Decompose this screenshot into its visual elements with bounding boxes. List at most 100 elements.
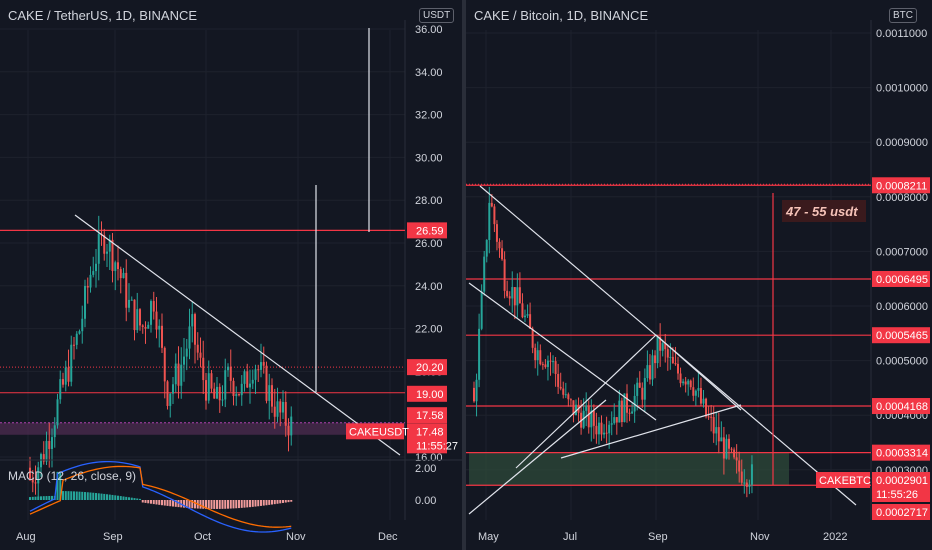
candle-body [534, 347, 537, 361]
price-tag-label: 0.0008211 [876, 180, 927, 192]
candle-body [73, 344, 75, 346]
candle-body [475, 379, 478, 402]
candle-body [626, 393, 628, 413]
macd-histogram-bar [260, 500, 262, 506]
candle-body [150, 301, 152, 325]
candle-body [37, 467, 40, 484]
candle-body [177, 363, 180, 386]
x-axis-label: Sep [103, 531, 123, 543]
right-currency-button[interactable]: BTC [889, 8, 917, 23]
candle-body [687, 380, 690, 385]
candle-body [194, 314, 196, 345]
candle-body [725, 438, 728, 459]
candle-body [240, 383, 243, 396]
price-tag-label: 20.20 [416, 362, 444, 374]
macd-indicator-label[interactable]: MACD (12, 26, close, 9) [8, 469, 137, 483]
candle-body [42, 454, 45, 462]
candle-body [608, 424, 611, 434]
macd-histogram-bar [89, 492, 92, 500]
macd-histogram-bar [31, 496, 34, 500]
signal-line [29, 465, 292, 528]
x-axis-label: Sep [648, 531, 668, 543]
candle-body [728, 438, 730, 449]
macd-histogram-bar [97, 493, 100, 500]
candle-body [260, 362, 262, 370]
macd-histogram-bar [265, 500, 268, 506]
macd-histogram-bar [78, 491, 81, 500]
macd-histogram-bar [194, 500, 196, 509]
macd-histogram-bar [106, 494, 108, 500]
macd-histogram-bar [73, 491, 75, 500]
candle-body [166, 381, 169, 406]
price-tick-label: 0.0008000 [876, 192, 928, 204]
macd-histogram-bar [40, 496, 42, 500]
price-tag-label: 17.58 [416, 410, 444, 422]
candle-body [575, 404, 577, 415]
x-axis-label: Oct [194, 531, 211, 543]
candle-body [51, 437, 53, 449]
candle-body [643, 378, 646, 400]
candle-body [539, 350, 542, 365]
candle-body [221, 399, 224, 401]
macd-histogram-bar [174, 500, 177, 507]
macd-histogram-bar [251, 500, 254, 507]
candle-body [122, 272, 125, 279]
candle-body [111, 239, 114, 272]
candle-body [590, 410, 593, 428]
candle-body [172, 384, 174, 394]
x-axis-label: Dec [378, 531, 398, 543]
candle-body [243, 371, 246, 384]
candle-body [485, 239, 488, 257]
price-tick-label: 0.0007000 [876, 246, 928, 258]
candle-body [235, 394, 238, 397]
candle-body [562, 388, 565, 395]
panel-divider[interactable] [462, 0, 466, 550]
candle-body [40, 454, 42, 468]
candle-body [557, 373, 560, 387]
candle-body [276, 401, 279, 417]
price-tag-label: 0.0002717 [876, 507, 928, 519]
candle-body [144, 326, 147, 329]
left-chart-panel[interactable]: CAKE / TetherUS, 1D, BINANCE USDT MACD (… [0, 0, 462, 550]
macd-histogram-bar [163, 500, 166, 506]
price-tag [872, 177, 930, 194]
candle-body [114, 262, 117, 272]
price-tick-label: 16.00 [415, 452, 443, 464]
price-tag [407, 385, 447, 402]
macd-histogram-bar [70, 491, 73, 500]
macd-histogram-bar [56, 471, 59, 500]
candle-body [552, 361, 555, 363]
candle-body [518, 287, 521, 304]
candle-body [169, 393, 172, 406]
candle-body [689, 380, 692, 388]
left-chart-canvas[interactable]: Aug Sep Oct Nov Dec 36.00 34.00 32.00 30.00 28.00… [0, 0, 462, 550]
candle-body [95, 263, 97, 272]
price-tag [407, 359, 447, 376]
macd-histogram-bar [62, 491, 64, 500]
right-chart-canvas[interactable]: May Jul Sep Nov 2022 0.0011000 0.0010000 0.0009… [466, 0, 932, 550]
candle-body [498, 241, 501, 249]
macd-histogram-bar [144, 500, 147, 503]
macd-histogram-bar [169, 500, 172, 507]
price-tag [407, 222, 447, 239]
candle-body [743, 482, 746, 484]
right-chart-panel[interactable]: CAKE / Bitcoin, 1D, BINANCE BTC May Jul Se… [466, 0, 932, 550]
candle-body [34, 482, 37, 484]
macd-histogram-bar [185, 500, 188, 508]
candle-body [216, 386, 218, 399]
macd-line [29, 460, 292, 533]
candle-body [692, 387, 695, 396]
candle-body [529, 314, 532, 329]
macd-histogram-bar [273, 500, 276, 505]
candle-body [108, 239, 111, 252]
macd-histogram-bar [161, 500, 163, 506]
left-currency-button[interactable]: USDT [419, 8, 455, 23]
candle-body [265, 365, 268, 401]
candle-body [473, 387, 475, 402]
macd-histogram-bar [37, 496, 40, 500]
macd-histogram-bar [246, 500, 249, 508]
macd-histogram-bar [114, 495, 117, 500]
candle-body [133, 299, 136, 331]
pattern-line [468, 282, 657, 421]
candle-body [271, 385, 273, 407]
